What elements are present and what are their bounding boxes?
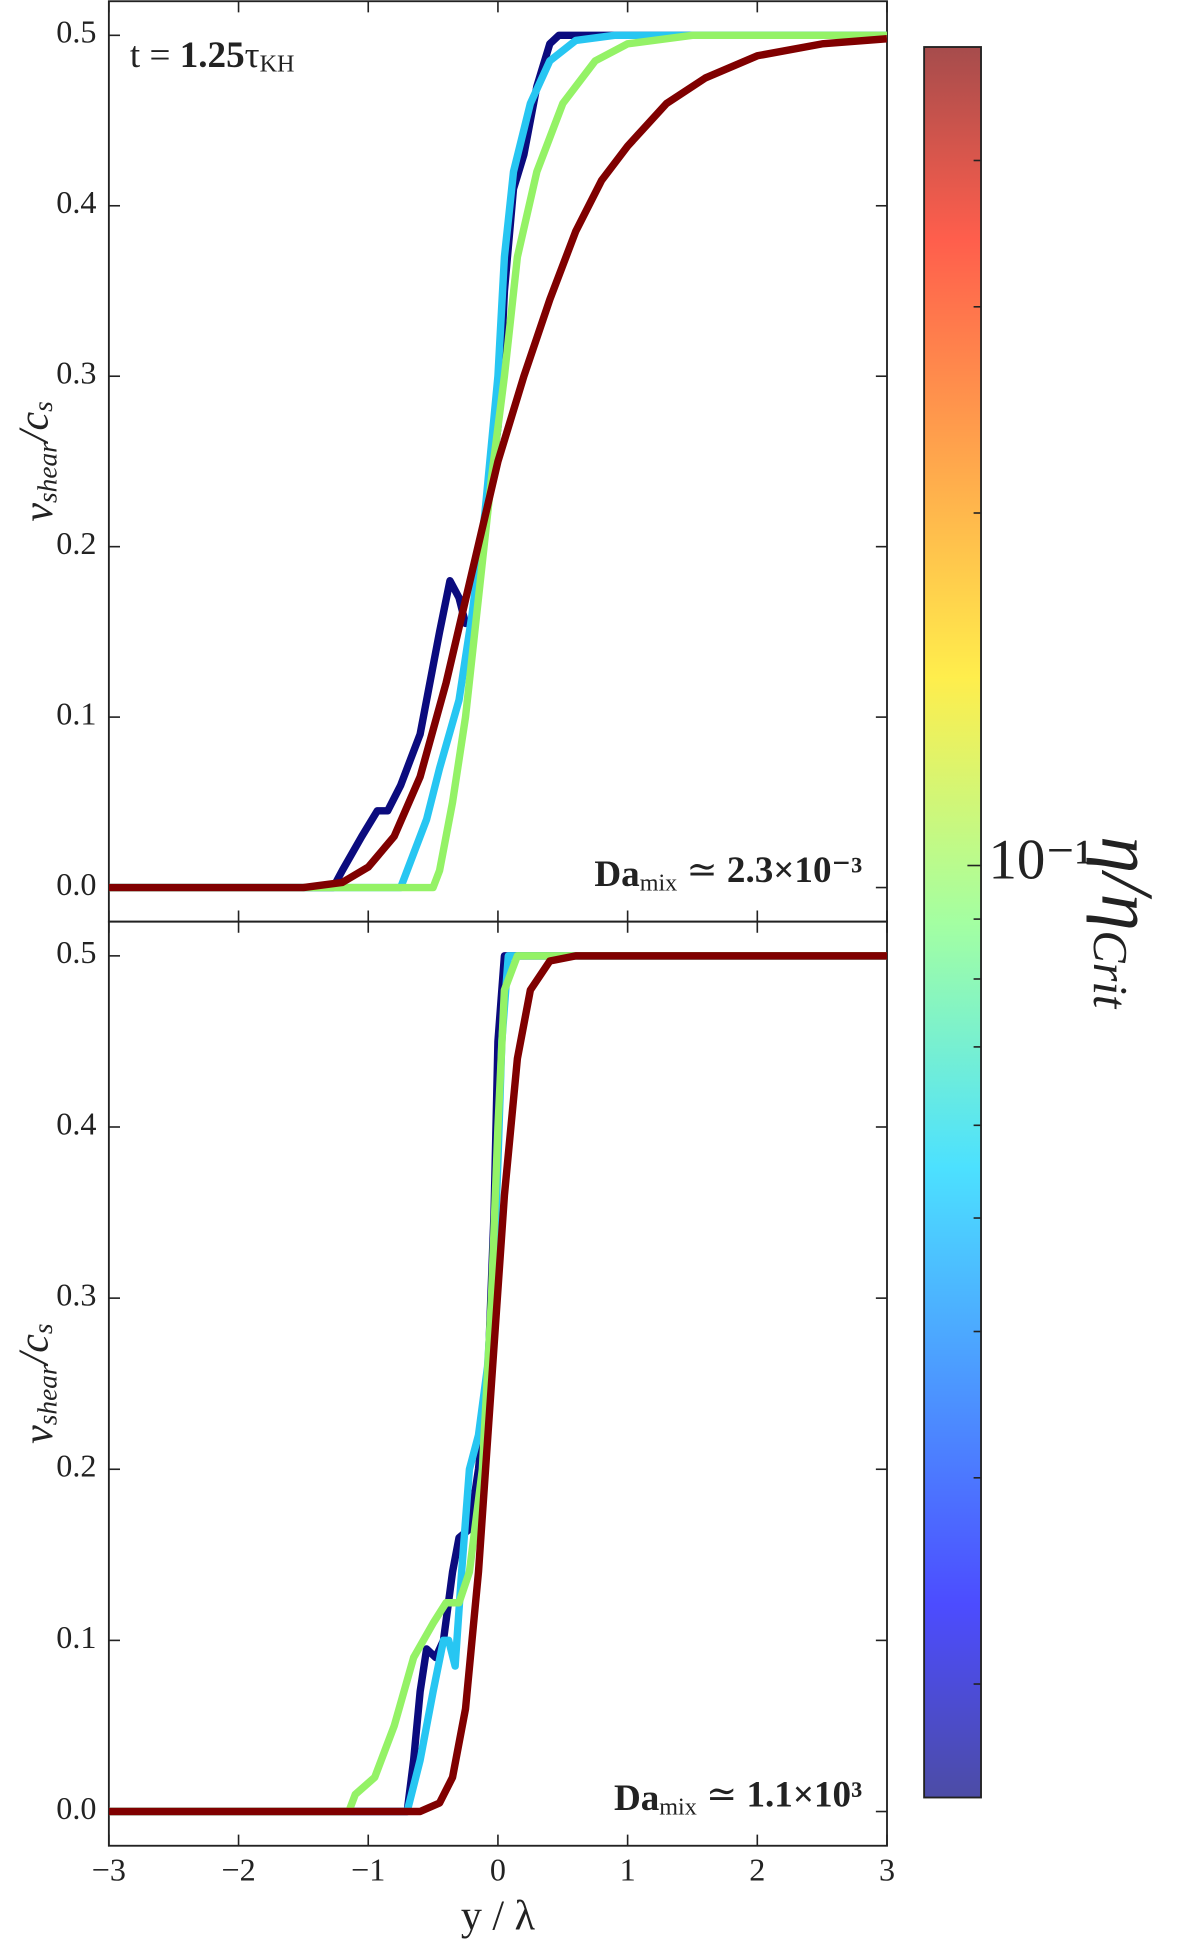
y-tick-label: 0.2: [56, 1448, 96, 1484]
y-tick-label: 0.1: [56, 1619, 96, 1655]
annotation-da-part: ≃: [697, 1774, 747, 1815]
colorbar-label: η/ηCrit: [1083, 836, 1168, 1010]
y-tick-label: 0.0: [56, 866, 96, 902]
line-series: [108, 35, 888, 892]
annotation-da-part: Da: [614, 1778, 659, 1819]
annotation-da-part: 1.1×10³: [746, 1774, 862, 1815]
y-tick-label: 0.2: [56, 525, 96, 561]
annotation-time-part: 1.25: [180, 35, 245, 76]
colorbar: [923, 46, 982, 1799]
line-series: [108, 31, 888, 892]
annotation-da-part: mix: [659, 1794, 697, 1820]
x-tick-label: −2: [221, 1851, 255, 1887]
line-series: [108, 31, 888, 892]
y-axis-label: vshear/cs: [11, 1323, 62, 1443]
y-axis-label-part: v: [16, 503, 62, 522]
y-axis-label: vshear/cs: [11, 401, 62, 521]
y-tick-label: 0.1: [56, 695, 96, 731]
annotation-da-part: ≃: [677, 850, 727, 891]
annotation-time-part: τ: [245, 35, 260, 76]
y-tick-label: 0.0: [56, 1790, 96, 1826]
y-tick-label: 0.3: [56, 1277, 96, 1313]
colorbar-label-part: η/η: [1086, 836, 1168, 930]
y-tick-label: 0.4: [56, 1105, 96, 1141]
annotation-time-part: t =: [130, 35, 180, 76]
y-tick-label: 0.5: [56, 14, 96, 50]
y-tick-label: 0.4: [56, 184, 96, 220]
x-tick-label: 3: [879, 1851, 895, 1887]
x-tick-label: −1: [351, 1851, 385, 1887]
colorbar-label-part: Crit: [1083, 931, 1136, 1010]
y-axis-label-part: s: [28, 1323, 58, 1334]
annotation-da: Damix ≃ 2.3×10⁻³: [594, 850, 862, 896]
line-series: [108, 952, 888, 1816]
y-axis-label-part: shear: [33, 1364, 63, 1425]
y-axis-label-part: s: [28, 401, 58, 412]
annotation-da: Damix ≃ 1.1×10³: [614, 1774, 862, 1820]
colorbar-tick-label: 10⁻¹: [988, 829, 1092, 892]
x-tick-label: −3: [92, 1851, 126, 1887]
y-axis-label-part: shear: [33, 442, 63, 503]
x-tick-label: 2: [749, 1851, 765, 1887]
x-tick-label: 1: [620, 1851, 636, 1887]
annotation-da-part: Da: [594, 854, 639, 895]
y-axis-label-part: v: [16, 1425, 62, 1444]
annotation-time: t = 1.25τKH: [130, 35, 295, 77]
y-axis-label-part: /c: [11, 1334, 57, 1367]
y-tick-label: 0.3: [56, 355, 96, 391]
annotation-time-part: KH: [260, 51, 295, 77]
x-tick-label: 0: [490, 1851, 506, 1887]
y-axis-label-part: /c: [11, 412, 57, 445]
annotation-da-part: 2.3×10⁻³: [727, 850, 862, 891]
line-series: [108, 952, 888, 1816]
line-series: [108, 31, 888, 892]
annotation-da-part: mix: [640, 870, 678, 896]
x-axis-label: y / λ: [461, 1894, 536, 1939]
y-tick-label: 0.5: [56, 934, 96, 970]
